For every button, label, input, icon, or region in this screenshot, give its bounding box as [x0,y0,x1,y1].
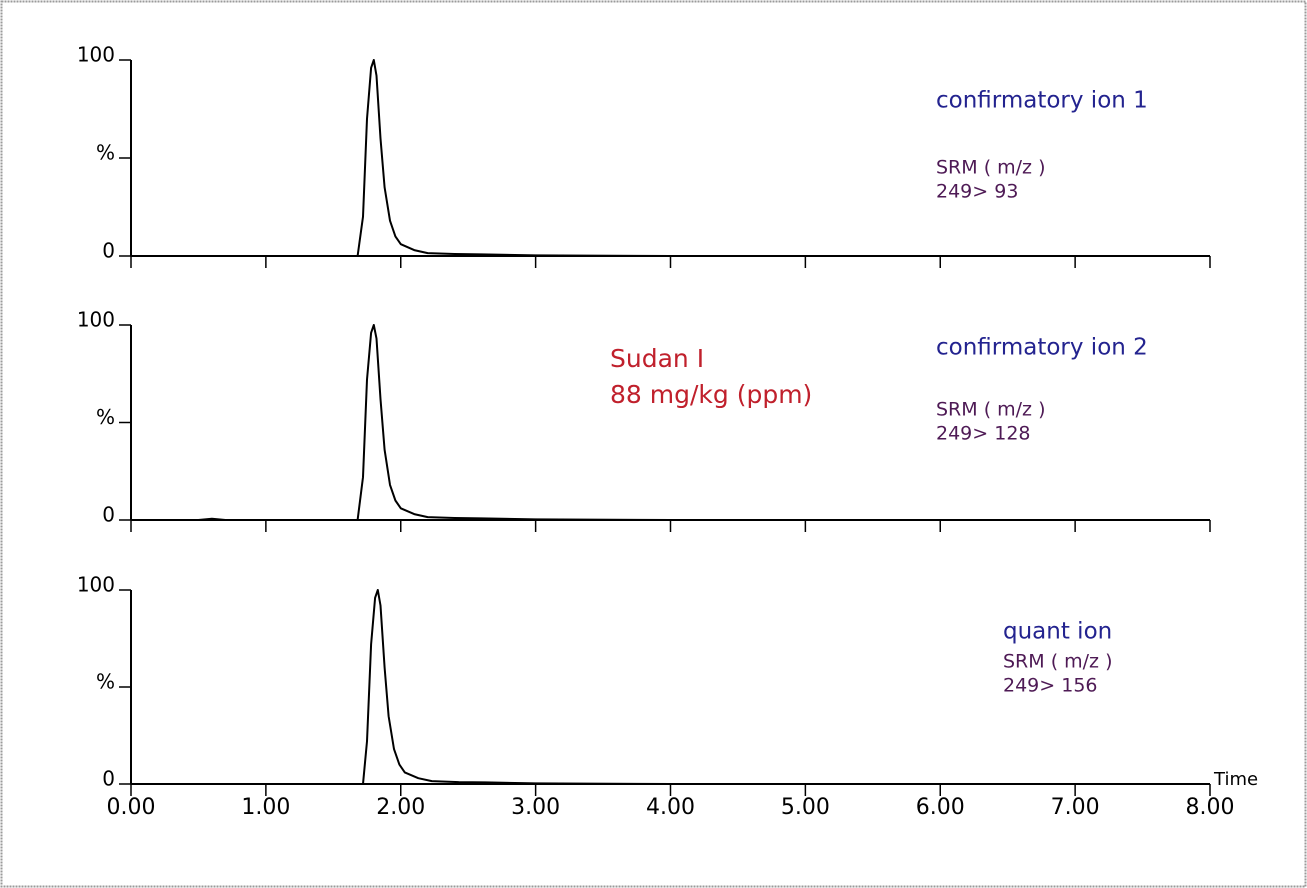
annotation: SRM ( m/z ) [1003,651,1112,673]
annotation: 249> 93 [936,181,1018,203]
annotation: quant ion [1003,619,1112,645]
annotation: confirmatory ion 2 [936,335,1148,361]
y-tick-label: % [96,405,115,429]
x-tick-label: 8.00 [1186,795,1235,820]
y-tick-label: % [96,141,115,165]
x-tick-label: 5.00 [781,795,830,820]
y-tick-label: 0 [102,239,115,263]
y-tick-label: 0 [102,503,115,527]
x-axis-label: Time [1213,769,1258,790]
x-tick-label: 2.00 [376,795,425,820]
y-tick-label: 100 [77,308,115,332]
annotation: 88 mg/kg (ppm) [610,380,812,409]
annotation: 249> 156 [1003,675,1098,697]
annotation: Sudan I [610,344,704,373]
y-tick-label: 0 [102,767,115,791]
chromatogram-line [131,59,1210,257]
x-tick-label: 6.00 [916,795,965,820]
x-tick-label: 1.00 [241,795,290,820]
chromatogram-line [131,324,1210,521]
y-tick-label: 100 [77,573,115,597]
annotation: SRM ( m/z ) [936,157,1045,179]
y-tick-label: 100 [77,43,115,67]
annotation: 249> 128 [936,423,1031,445]
y-tick-label: % [96,670,115,694]
x-tick-label: 4.00 [646,795,695,820]
x-tick-label: 7.00 [1051,795,1100,820]
x-tick-label: 0.00 [107,795,156,820]
x-tick-label: 3.00 [511,795,560,820]
annotation: confirmatory ion 1 [936,88,1148,114]
annotation: SRM ( m/z ) [936,399,1045,421]
chromatogram-line [131,589,1210,785]
